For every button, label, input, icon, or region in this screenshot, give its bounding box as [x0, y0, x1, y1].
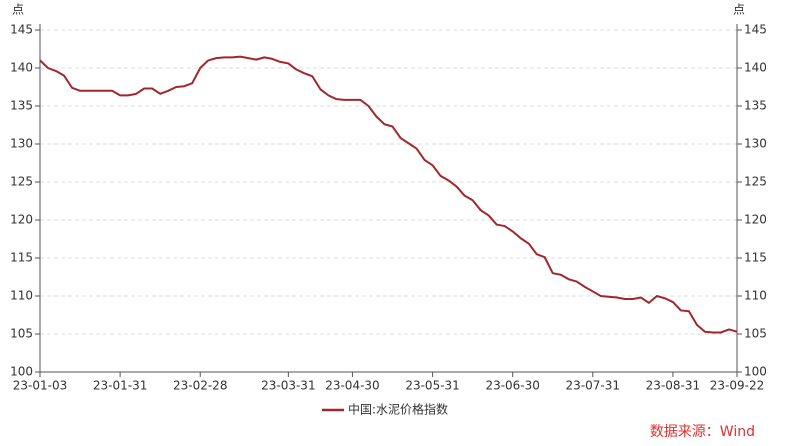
y2-tick-label: 105 [744, 327, 767, 341]
y2-tick-label: 100 [744, 365, 767, 379]
y2-tick-label: 140 [744, 61, 767, 75]
y-tick-label: 130 [10, 137, 33, 151]
x-tick-label: 23-01-03 [13, 379, 67, 393]
x-tick-label: 23-08-31 [646, 379, 700, 393]
y2-tick-label: 130 [744, 137, 767, 151]
series-line [39, 55, 738, 334]
x-tick-label: 23-03-31 [261, 379, 315, 393]
y-tick-label: 115 [10, 251, 33, 265]
y2-axis-label: 点 [733, 3, 745, 17]
y2-tick-label: 120 [744, 213, 767, 227]
y2-tick-label: 110 [744, 289, 767, 303]
y-tick-label: 100 [10, 365, 33, 379]
y-tick-label: 125 [10, 175, 33, 189]
y2-tick-label: 135 [744, 99, 767, 113]
y-tick-label: 140 [10, 61, 33, 75]
y2-tick-label: 125 [744, 175, 767, 189]
y-tick-label: 145 [10, 23, 33, 37]
y-tick-label: 105 [10, 327, 33, 341]
y-tick-label: 135 [10, 99, 33, 113]
legend-label: 中国:水泥价格指数 [348, 402, 448, 417]
y-axis-label: 点 [12, 3, 24, 17]
source-note: 数据来源：Wind [650, 424, 755, 440]
x-tick-label: 23-02-28 [173, 379, 227, 393]
x-tick-label: 23-07-31 [566, 379, 620, 393]
y-tick-label: 110 [10, 289, 33, 303]
y2-tick-label: 115 [744, 251, 767, 265]
x-tick-label: 23-04-30 [325, 379, 379, 393]
x-tick-label: 23-06-30 [485, 379, 539, 393]
x-tick-label: 23-05-31 [405, 379, 459, 393]
x-tick-label: 23-09-22 [710, 379, 764, 393]
x-tick-label: 23-01-31 [93, 379, 147, 393]
y2-tick-label: 145 [744, 23, 767, 37]
y-tick-label: 120 [10, 213, 33, 227]
